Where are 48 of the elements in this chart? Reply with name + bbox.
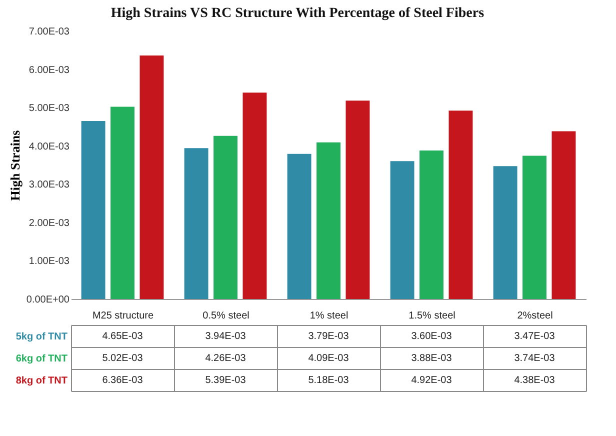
y-tick-label: 3.00E-03 xyxy=(28,180,70,191)
y-tick-label: 2.00E-03 xyxy=(28,218,70,229)
data-label: 4.92E-03 xyxy=(411,375,452,386)
bar xyxy=(552,131,576,299)
bar xyxy=(287,154,312,299)
chart-title: High Strains VS RC Structure With Percentage of Steel Fibers xyxy=(110,6,485,21)
bar xyxy=(214,136,238,299)
y-tick-label: 7.00E-03 xyxy=(28,26,70,38)
data-label: 3.74E-03 xyxy=(514,353,556,364)
data-label: 5.18E-03 xyxy=(308,375,350,386)
data-label: 5.39E-03 xyxy=(205,375,246,386)
data-label: 4.65E-03 xyxy=(102,331,144,342)
bar xyxy=(390,161,414,299)
y-tick-label: 0.00E+00 xyxy=(26,294,70,306)
x-tick-label: M25 structure xyxy=(92,310,154,322)
data-label: 6.36E-03 xyxy=(102,375,144,386)
bar xyxy=(184,148,208,299)
y-tick-label: 4.00E-03 xyxy=(28,141,70,152)
x-tick-label: 0.5% steel xyxy=(202,310,250,322)
data-label: 4.38E-03 xyxy=(514,375,556,386)
x-tick-label: 1% steel xyxy=(310,310,348,322)
y-tick-label: 6.00E-03 xyxy=(28,64,70,76)
data-label: 3.47E-03 xyxy=(514,331,556,342)
bar xyxy=(316,142,340,299)
text: 6kg of TNT xyxy=(16,354,68,364)
data-label: 4.26E-03 xyxy=(205,353,246,364)
bar xyxy=(81,120,106,299)
data-label: 3.94E-03 xyxy=(205,331,246,342)
text: 8kg of TNT xyxy=(16,376,68,386)
data-label: 3.88E-03 xyxy=(411,353,452,364)
y-axis-title: High Strains xyxy=(7,130,22,201)
bar xyxy=(110,106,134,299)
y-tick-label: 1.00E-03 xyxy=(28,256,70,268)
text: 5kg of TNT xyxy=(16,332,68,342)
bar xyxy=(420,150,444,299)
x-tick-label: 1.5% steel xyxy=(408,310,456,322)
bar xyxy=(140,56,164,299)
bar xyxy=(242,92,267,299)
data-label: 3.79E-03 xyxy=(308,331,350,342)
data-label: 4.09E-03 xyxy=(308,353,350,364)
bar xyxy=(493,166,518,299)
bar xyxy=(448,110,473,299)
data-label: 5.02E-03 xyxy=(102,353,144,364)
data-label: 3.60E-03 xyxy=(411,331,452,342)
bar xyxy=(522,156,546,299)
x-tick-label: 2%steel xyxy=(517,310,553,322)
y-tick-label: 5.00E-03 xyxy=(28,103,70,114)
bar xyxy=(346,100,370,299)
